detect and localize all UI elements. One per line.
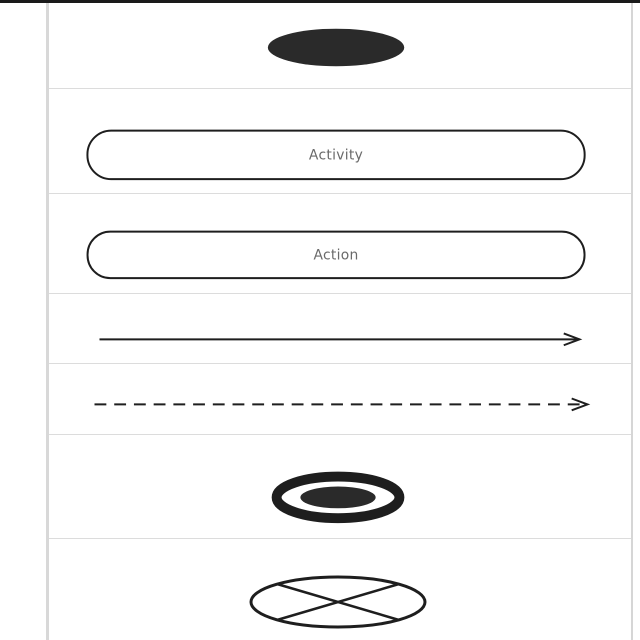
action-rounded-rect (86, 230, 586, 280)
palette-item-initial-node[interactable] (49, 3, 631, 89)
object-flow-shape (94, 397, 591, 412)
flow-final-cross-line-2 (276, 582, 400, 622)
activity-rounded-rect (86, 129, 586, 181)
shape-palette: Activity Action (49, 3, 631, 640)
palette-item-control-flow[interactable] (49, 294, 631, 364)
activity-final-node-shape (271, 471, 405, 524)
action-label: Action (313, 247, 358, 263)
palette-item-object-flow[interactable] (49, 364, 631, 435)
control-flow-shape (99, 332, 583, 347)
palette-right-border (631, 3, 633, 640)
action-shape: Action (86, 230, 586, 280)
control-flow-arrowhead-icon (563, 332, 583, 347)
palette-item-activity[interactable]: Activity (49, 89, 631, 194)
activity-final-inner-dot (300, 486, 376, 509)
palette-item-activity-final-node[interactable] (49, 435, 631, 539)
initial-node-dot (267, 28, 405, 67)
activity-shape: Activity (86, 129, 586, 181)
left-gutter (0, 3, 46, 640)
window-top-edge (0, 0, 640, 3)
initial-node-shape (267, 28, 405, 67)
object-flow-arrowhead-icon (571, 397, 591, 412)
flow-final-node-shape (249, 575, 427, 629)
palette-item-flow-final-node[interactable] (49, 539, 631, 640)
activity-label: Activity (309, 147, 363, 163)
activity-final-outer-ring (271, 471, 405, 524)
palette-left-border (46, 3, 49, 640)
palette-item-action[interactable]: Action (49, 194, 631, 294)
